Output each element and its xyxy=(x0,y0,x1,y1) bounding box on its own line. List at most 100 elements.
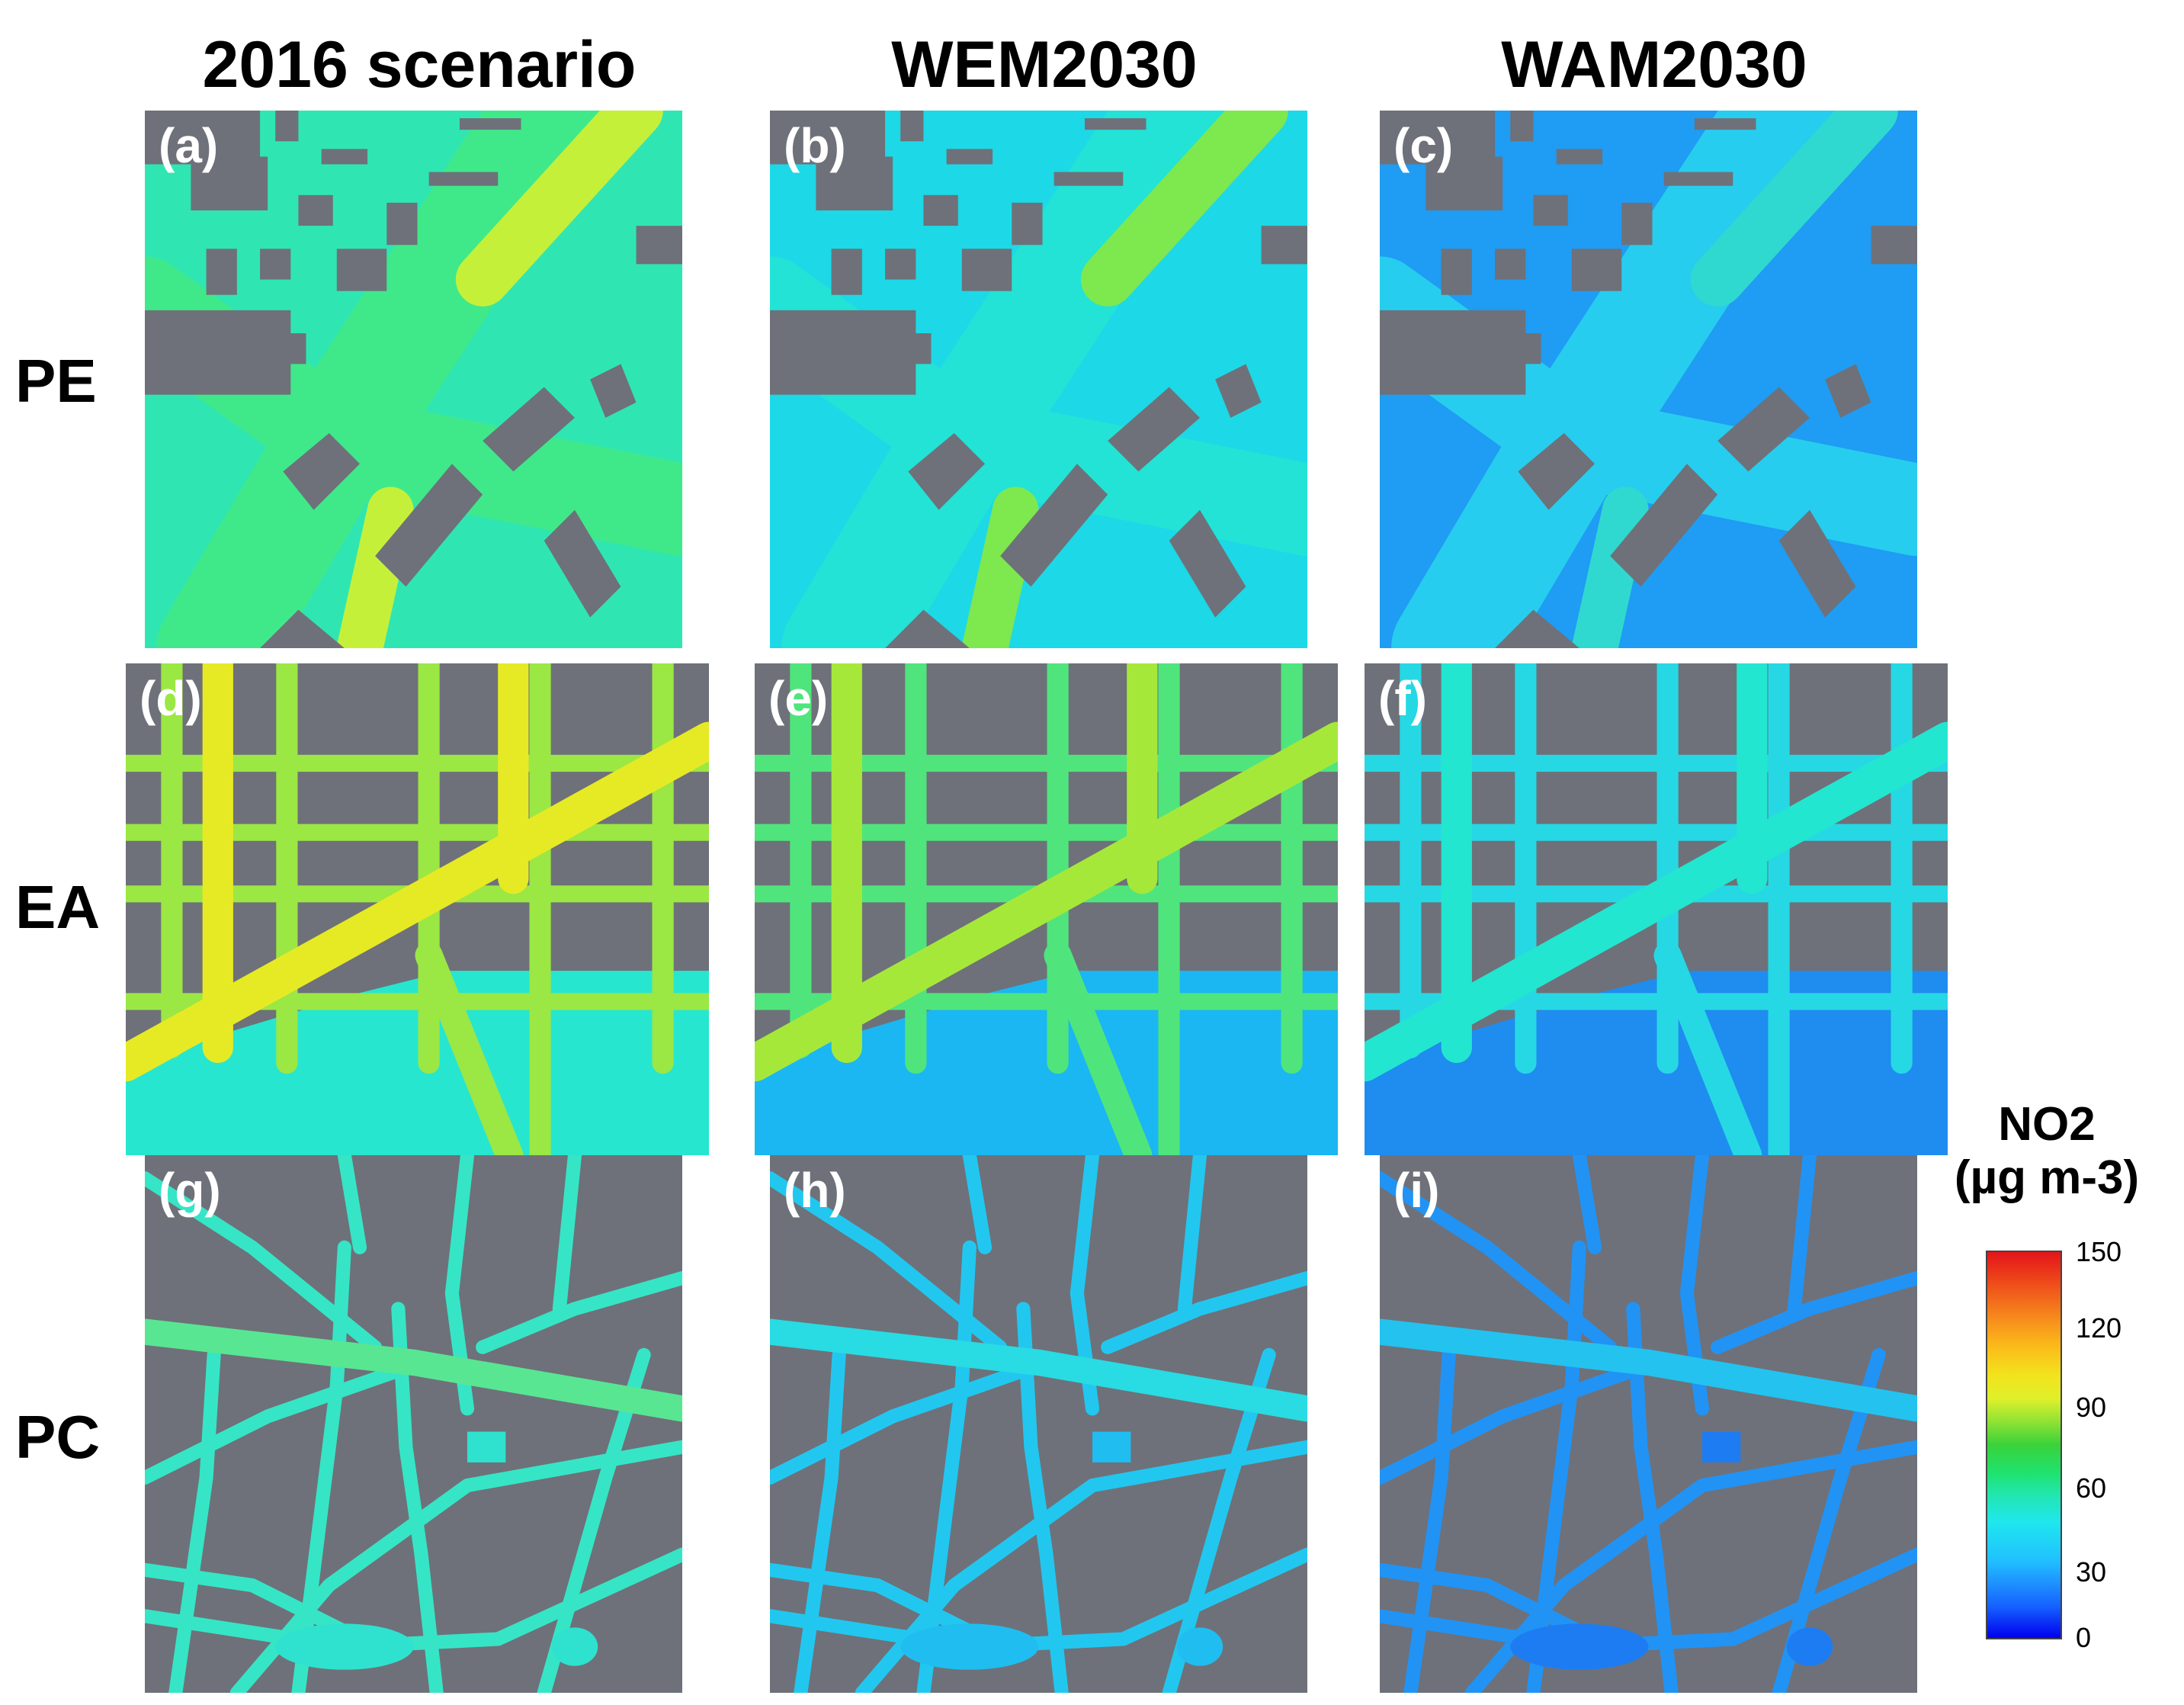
building xyxy=(283,333,306,364)
building xyxy=(770,310,916,395)
plaza xyxy=(1786,1627,1833,1666)
building xyxy=(260,249,291,280)
building xyxy=(816,156,893,210)
building xyxy=(375,464,483,587)
column-title-2016: 2016 scenario xyxy=(202,28,637,101)
building xyxy=(908,433,985,510)
pollution-field xyxy=(755,971,1338,1155)
street xyxy=(1101,1271,1307,1354)
building xyxy=(1012,202,1043,246)
building xyxy=(1054,172,1124,186)
map-canvas xyxy=(126,663,709,1155)
map-panel-c: (c) xyxy=(1380,111,1917,648)
building xyxy=(923,194,958,226)
colorbar-tick-30: 30 xyxy=(2076,1556,2107,1588)
plaza xyxy=(1510,1623,1649,1670)
main-street xyxy=(1380,1318,1917,1422)
map-canvas xyxy=(1380,1155,1917,1693)
street xyxy=(770,1547,1307,1654)
building xyxy=(1518,433,1595,510)
building xyxy=(831,249,862,295)
street xyxy=(1626,1302,1679,1693)
building xyxy=(770,111,886,165)
row-label-pe: PE xyxy=(15,347,97,415)
colorbar-tick-90: 90 xyxy=(2076,1392,2107,1423)
main-road xyxy=(156,111,610,648)
plaza xyxy=(1176,1627,1223,1666)
map-canvas xyxy=(1380,111,1917,648)
map-panel-e: (e) xyxy=(755,663,1338,1155)
row-label-pc: PC xyxy=(15,1403,101,1471)
panel-label: (e) xyxy=(768,671,829,726)
main-street xyxy=(145,1318,682,1422)
building xyxy=(283,433,360,510)
main-road xyxy=(781,111,1235,648)
hotspot-road xyxy=(961,486,1039,648)
building xyxy=(275,111,299,142)
building xyxy=(544,509,621,618)
plaza xyxy=(1702,1431,1741,1463)
building xyxy=(386,202,418,246)
building xyxy=(321,149,368,165)
building xyxy=(1778,509,1856,618)
map-panel-h: (h) xyxy=(770,1155,1307,1693)
plaza xyxy=(1092,1431,1131,1463)
street xyxy=(1016,1302,1069,1693)
street xyxy=(1177,1155,1207,1316)
main-road xyxy=(1391,111,1845,648)
map-canvas xyxy=(770,111,1307,648)
building xyxy=(1610,464,1718,587)
colorbar-tick-60: 60 xyxy=(2076,1472,2107,1504)
building xyxy=(946,149,993,165)
building xyxy=(1380,310,1526,395)
building xyxy=(145,310,291,395)
building xyxy=(1215,364,1262,418)
building xyxy=(1717,387,1810,472)
map-canvas xyxy=(1365,663,1948,1155)
hotspot-road xyxy=(1571,486,1649,648)
street xyxy=(1403,1347,1456,1693)
map-panel-g: (g) xyxy=(145,1155,682,1693)
street xyxy=(552,1155,582,1316)
plaza xyxy=(275,1623,414,1670)
map-panel-a: (a) xyxy=(145,111,682,648)
building xyxy=(1495,249,1526,280)
building xyxy=(1556,149,1603,165)
hotspot-road xyxy=(336,486,414,648)
panel-label: (f) xyxy=(1378,671,1427,726)
building xyxy=(636,226,682,265)
map-panel-i: (i) xyxy=(1380,1155,1917,1693)
building xyxy=(206,249,237,295)
building xyxy=(459,118,521,130)
building xyxy=(1000,464,1108,587)
street xyxy=(145,1355,428,1485)
panel-label: (b) xyxy=(784,118,846,173)
building xyxy=(1084,118,1147,130)
building xyxy=(908,333,932,364)
building xyxy=(1871,226,1917,265)
avenue xyxy=(1653,941,1762,1155)
building xyxy=(1825,364,1871,418)
building xyxy=(1510,111,1534,142)
colorbar xyxy=(1986,1251,2062,1639)
colorbar-tick-0: 0 xyxy=(2076,1622,2092,1653)
hotspot-road xyxy=(455,111,663,307)
pollution-field xyxy=(126,971,709,1155)
street xyxy=(337,1155,367,1254)
building xyxy=(885,609,970,648)
map-canvas xyxy=(145,111,682,648)
panel-label: (h) xyxy=(784,1163,846,1218)
building xyxy=(1108,387,1200,472)
colorbar-title-line1: NO2 xyxy=(1998,1098,2096,1151)
hotspot-road xyxy=(1690,111,1898,307)
building xyxy=(1533,194,1568,226)
plaza xyxy=(467,1431,506,1463)
street xyxy=(145,1547,682,1654)
pollution-field xyxy=(1365,971,1948,1155)
hotspot-road xyxy=(1080,111,1288,307)
building xyxy=(1441,249,1472,295)
map-canvas xyxy=(755,663,1338,1155)
colorbar-tick-120: 120 xyxy=(2076,1312,2122,1344)
street xyxy=(1380,1355,1663,1485)
avenue xyxy=(1044,941,1153,1155)
